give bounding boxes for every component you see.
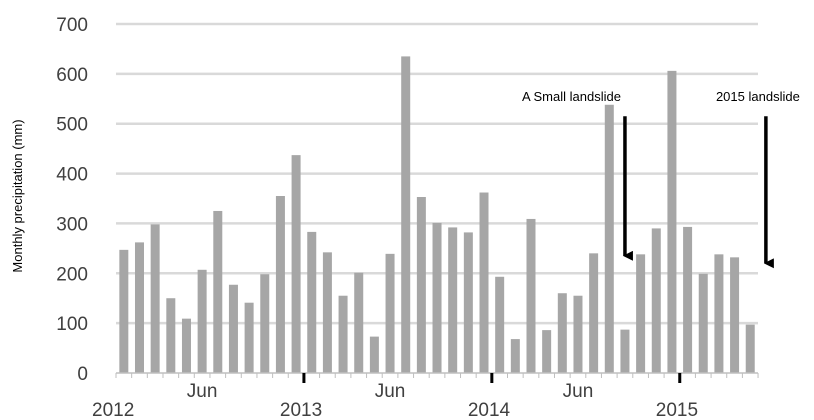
bar [620, 329, 630, 373]
y-tick-label: 500 [56, 115, 88, 136]
bar [260, 274, 270, 373]
bar [542, 330, 552, 373]
y-tick-label: 600 [56, 65, 88, 86]
bar [197, 269, 207, 373]
y-tick-label: 200 [56, 264, 88, 285]
bar [244, 302, 254, 373]
bar [557, 293, 567, 373]
x-axis: 2012 2013 2014 2015 Jun Jun Jun [92, 372, 759, 420]
x-year-label: 2013 [280, 400, 322, 420]
bar [636, 254, 646, 373]
bar [604, 104, 614, 374]
bar [698, 273, 708, 373]
bar-series [119, 56, 755, 374]
y-tick-label: 100 [56, 314, 88, 335]
bar [228, 284, 238, 373]
bar [134, 242, 144, 373]
bar [463, 232, 473, 373]
bar [714, 254, 724, 373]
x-month-label: Jun [187, 381, 218, 402]
bar [526, 218, 536, 373]
annotation-label: A Small landslide [522, 89, 621, 104]
y-tick-label: 0 [77, 364, 88, 385]
bar [401, 56, 411, 374]
annotations: A Small landslide 2015 landslide [522, 89, 800, 269]
bar [745, 324, 755, 373]
annotation-label: 2015 landslide [716, 89, 800, 104]
bar [573, 295, 583, 373]
x-year-label: 2014 [468, 400, 511, 420]
y-axis-title: Monthly precipitation (mm) [10, 119, 25, 272]
bar [385, 253, 395, 373]
bar [432, 222, 442, 373]
y-tick-label: 700 [56, 15, 88, 36]
bar [275, 196, 285, 373]
bar [322, 252, 332, 373]
bar [166, 298, 176, 373]
bar [369, 336, 379, 373]
bar [479, 192, 489, 373]
bar [291, 155, 301, 373]
bar [416, 197, 426, 373]
x-month-label: Jun [563, 381, 594, 402]
bar [181, 318, 191, 373]
x-year-label: 2012 [92, 400, 134, 420]
bar [354, 272, 364, 373]
bar [338, 295, 348, 373]
bar [651, 228, 661, 373]
y-tick-label: 400 [56, 165, 88, 186]
x-month-label: Jun [375, 381, 406, 402]
bar [589, 253, 599, 373]
x-year-label: 2015 [656, 400, 698, 420]
bar [213, 210, 223, 373]
y-tick-label: 300 [56, 214, 88, 235]
bar [495, 276, 505, 373]
bar [730, 257, 740, 373]
bar [448, 227, 458, 373]
bar [683, 226, 693, 373]
bar [307, 231, 317, 373]
bar [119, 249, 129, 373]
bar [667, 70, 677, 373]
y-axis-ticks: 0 100 200 300 400 500 600 700 [56, 15, 88, 385]
bar [150, 224, 160, 373]
bar [510, 339, 520, 373]
